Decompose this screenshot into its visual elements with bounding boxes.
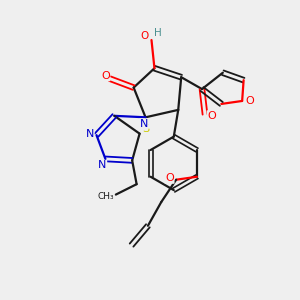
Text: N: N	[98, 160, 106, 170]
Text: N: N	[86, 129, 94, 139]
Text: O: O	[207, 111, 216, 121]
Text: CH₃: CH₃	[97, 192, 114, 201]
Text: O: O	[165, 173, 174, 183]
Text: O: O	[140, 32, 148, 41]
Text: S: S	[142, 124, 149, 134]
Text: H: H	[154, 28, 162, 38]
Text: O: O	[101, 71, 110, 81]
Text: O: O	[245, 96, 254, 106]
Text: N: N	[140, 119, 148, 129]
